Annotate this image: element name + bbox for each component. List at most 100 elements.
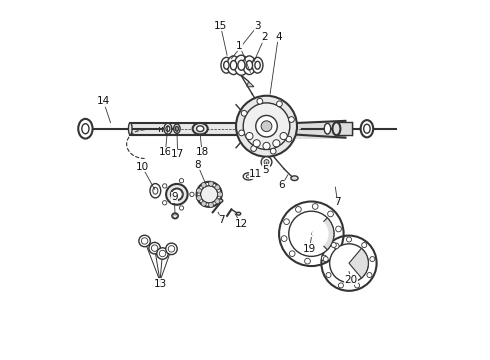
Circle shape [179, 179, 184, 183]
Circle shape [201, 183, 206, 188]
Circle shape [270, 148, 276, 154]
Text: 8: 8 [195, 160, 201, 170]
Ellipse shape [164, 123, 172, 134]
Wedge shape [311, 219, 329, 249]
Ellipse shape [196, 126, 204, 132]
Ellipse shape [234, 55, 248, 75]
Circle shape [163, 201, 167, 205]
Circle shape [264, 159, 269, 165]
Circle shape [370, 257, 375, 262]
Circle shape [246, 132, 253, 140]
Ellipse shape [255, 61, 260, 69]
Circle shape [215, 185, 220, 190]
Ellipse shape [128, 123, 132, 135]
Ellipse shape [243, 56, 256, 75]
Ellipse shape [82, 124, 89, 134]
Text: 5: 5 [263, 165, 269, 175]
Text: 15: 15 [214, 21, 227, 31]
Ellipse shape [193, 123, 208, 134]
Text: 2: 2 [261, 32, 268, 42]
Ellipse shape [238, 60, 245, 70]
Circle shape [326, 273, 331, 278]
Circle shape [253, 140, 260, 147]
Ellipse shape [230, 60, 237, 70]
Circle shape [209, 181, 214, 186]
Circle shape [236, 96, 297, 157]
Text: 4: 4 [275, 32, 282, 41]
Circle shape [355, 283, 360, 288]
Ellipse shape [78, 119, 93, 139]
Circle shape [141, 238, 148, 244]
Ellipse shape [324, 123, 331, 134]
Circle shape [190, 192, 194, 197]
Text: 13: 13 [153, 279, 167, 289]
Ellipse shape [364, 124, 370, 133]
Circle shape [289, 211, 334, 256]
Circle shape [209, 202, 214, 207]
Ellipse shape [221, 57, 232, 73]
Circle shape [257, 98, 263, 104]
Ellipse shape [252, 57, 263, 73]
Circle shape [321, 255, 327, 261]
Circle shape [273, 140, 280, 147]
Circle shape [346, 237, 351, 242]
Circle shape [241, 111, 247, 116]
Circle shape [196, 188, 201, 193]
Circle shape [201, 201, 206, 206]
Circle shape [284, 219, 290, 225]
Circle shape [179, 206, 184, 210]
Circle shape [323, 257, 328, 262]
Circle shape [330, 244, 368, 283]
Circle shape [367, 273, 372, 278]
Text: 7: 7 [219, 215, 225, 225]
Circle shape [280, 132, 287, 140]
Circle shape [289, 117, 294, 122]
Circle shape [339, 283, 343, 288]
Ellipse shape [200, 186, 218, 203]
Circle shape [289, 251, 295, 257]
Ellipse shape [153, 187, 158, 194]
Circle shape [286, 136, 292, 142]
Ellipse shape [150, 184, 161, 198]
Circle shape [281, 236, 287, 242]
Polygon shape [247, 81, 254, 87]
Circle shape [276, 101, 282, 107]
Circle shape [256, 116, 277, 137]
Circle shape [243, 103, 290, 149]
Circle shape [166, 243, 177, 255]
Circle shape [163, 184, 167, 188]
Circle shape [312, 203, 318, 209]
Circle shape [215, 199, 220, 204]
Ellipse shape [173, 124, 180, 134]
Circle shape [305, 258, 310, 264]
Ellipse shape [166, 184, 188, 205]
Text: 18: 18 [196, 147, 209, 157]
Ellipse shape [243, 173, 254, 180]
Ellipse shape [171, 188, 183, 201]
Bar [338, 122, 352, 135]
Wedge shape [349, 248, 368, 278]
Text: 17: 17 [171, 149, 184, 159]
Text: 1: 1 [236, 41, 243, 50]
Circle shape [218, 192, 222, 197]
Text: 19: 19 [303, 244, 316, 254]
Circle shape [261, 121, 272, 132]
Ellipse shape [175, 126, 178, 131]
Circle shape [239, 130, 245, 136]
Circle shape [173, 214, 177, 218]
Ellipse shape [236, 212, 241, 215]
Ellipse shape [361, 120, 373, 137]
Circle shape [196, 195, 201, 201]
Circle shape [295, 207, 301, 212]
Text: 12: 12 [235, 219, 248, 229]
Ellipse shape [223, 61, 229, 69]
Circle shape [263, 142, 270, 149]
Circle shape [251, 146, 256, 152]
Circle shape [157, 248, 168, 259]
Circle shape [172, 189, 182, 200]
Text: 20: 20 [344, 275, 357, 285]
Circle shape [159, 250, 166, 257]
Text: 7: 7 [334, 197, 341, 207]
Circle shape [261, 157, 272, 167]
Circle shape [139, 235, 150, 247]
